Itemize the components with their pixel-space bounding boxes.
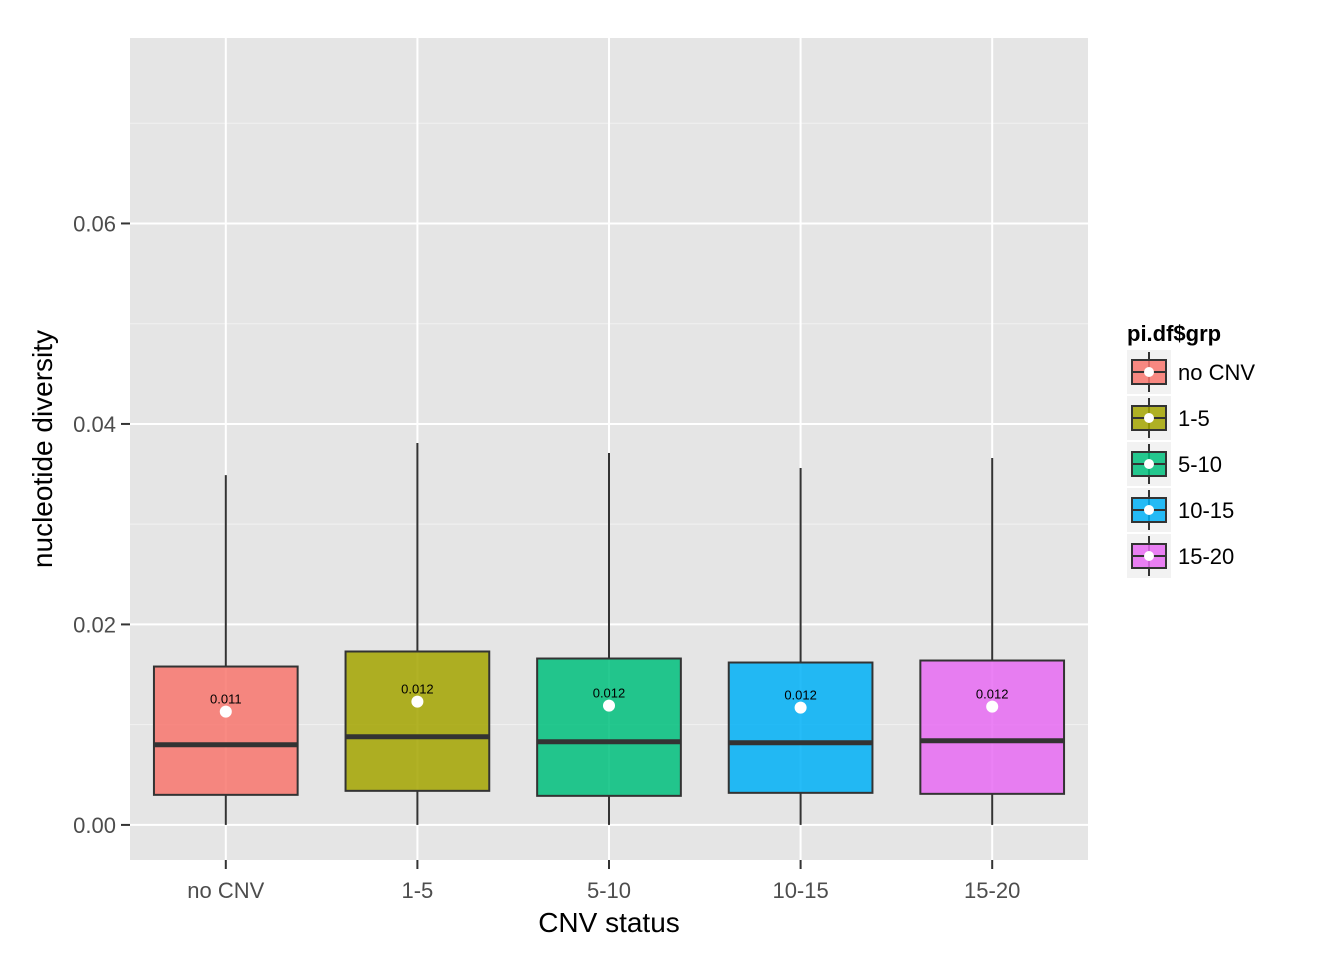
mean-label: 0.011 <box>210 692 242 707</box>
x-tick-label: no CNV <box>187 878 264 903</box>
mean-point <box>794 701 807 714</box>
box-iqr <box>344 650 491 792</box>
legend-key-point <box>1144 459 1154 469</box>
legend-label: 5-10 <box>1178 452 1222 477</box>
legend-key-3: 5-10 <box>1127 442 1222 486</box>
legend-label: 1-5 <box>1178 406 1210 431</box>
boxplot-5: 0.012 <box>919 458 1066 825</box>
legend: pi.df$grp no CNV 1-5 5-10 10-15 15-20 <box>1127 321 1255 578</box>
legend-key-1: no CNV <box>1127 350 1255 394</box>
mean-point <box>411 695 424 708</box>
mean-label: 0.012 <box>401 682 434 697</box>
mean-label: 0.012 <box>976 687 1009 702</box>
y-axis-title: nucleotide diversity <box>27 330 58 568</box>
y-tick-label: 0.02 <box>73 612 116 637</box>
y-tick-label: 0.04 <box>73 412 116 437</box>
mean-label: 0.012 <box>784 688 817 703</box>
legend-label: 15-20 <box>1178 544 1234 569</box>
boxplot-4: 0.012 <box>727 468 874 825</box>
x-tick-label: 1-5 <box>402 878 434 903</box>
legend-key-2: 1-5 <box>1127 396 1210 440</box>
x-axis: no CNV 1-5 5-10 10-15 15-20 <box>187 860 1020 903</box>
boxplot-2: 0.012 <box>344 442 491 825</box>
box-iqr <box>536 657 682 797</box>
y-tick-label: 0.00 <box>73 813 116 838</box>
mean-point <box>986 700 999 713</box>
box-iqr <box>727 661 874 794</box>
legend-key-5: 15-20 <box>1127 534 1234 578</box>
y-tick-label: 0.06 <box>73 211 116 236</box>
x-tick-label: 15-20 <box>964 878 1020 903</box>
x-tick-label: 5-10 <box>587 878 631 903</box>
boxplots: 0.011 0.012 0.012 0.012 0.012 <box>152 442 1066 825</box>
legend-key-point <box>1144 367 1154 377</box>
boxplot-1: 0.011 <box>152 475 299 825</box>
boxplot-3: 0.012 <box>536 453 682 825</box>
legend-key-4: 10-15 <box>1127 488 1234 532</box>
box-iqr <box>152 665 299 796</box>
legend-label: 10-15 <box>1178 498 1234 523</box>
box-iqr <box>919 659 1066 795</box>
mean-point <box>603 699 615 712</box>
x-tick-label: 10-15 <box>772 878 828 903</box>
mean-label: 0.012 <box>593 686 626 701</box>
legend-key-point <box>1144 505 1154 515</box>
legend-title: pi.df$grp <box>1127 321 1221 346</box>
legend-key-point <box>1144 551 1154 561</box>
legend-label: no CNV <box>1178 360 1255 385</box>
legend-key-point <box>1144 413 1154 423</box>
x-axis-title: CNV status <box>538 907 680 938</box>
y-axis: 0.00 0.02 0.04 0.06 <box>73 211 130 838</box>
mean-point <box>219 705 232 718</box>
legend-keys: no CNV 1-5 5-10 10-15 15-20 <box>1127 350 1255 578</box>
